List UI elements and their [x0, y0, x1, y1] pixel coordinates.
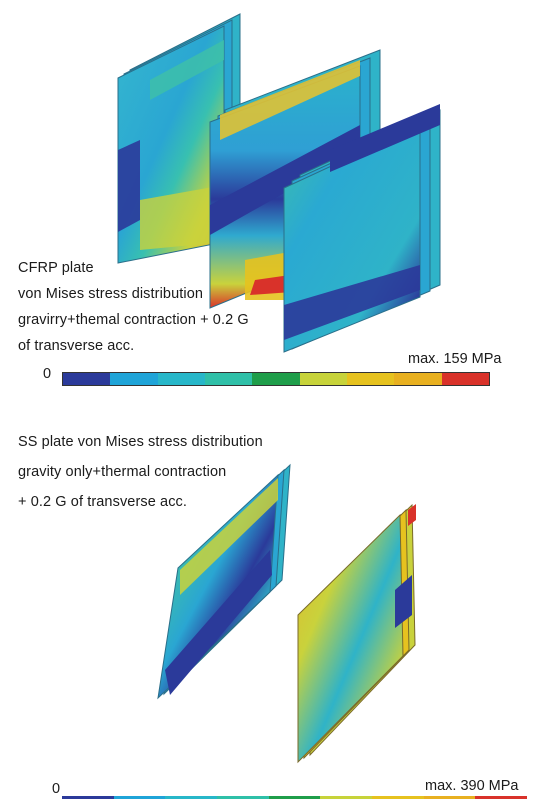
ss-scale-max-label: max. 390 MPa: [425, 778, 519, 794]
cfrp-panel: CFRP plate von Mises stress distribution…: [0, 0, 539, 395]
cfrp-caption-line-1: CFRP plate: [18, 260, 94, 276]
ss-plate-stack-2: [297, 503, 416, 764]
colorbar-segment: [268, 796, 321, 799]
ss-scale-min-label: 0: [52, 781, 61, 797]
ss-caption-line-3: + 0.2 G of transverse acc.: [18, 494, 188, 510]
colorbar-segment: [165, 796, 218, 799]
colorbar-segment: [252, 373, 300, 385]
colorbar-segment: [62, 796, 114, 799]
colorbar-segment: [110, 373, 158, 385]
ss-caption-line-1: SS plate von Mises stress distribution: [18, 434, 263, 450]
cfrp-plates-figure: [117, 13, 441, 353]
colorbar-segment: [346, 373, 395, 385]
ss-stress-colorbar: [62, 796, 528, 799]
cfrp-caption-line-2: von Mises stress distribution: [18, 286, 204, 302]
ss-panel: SS plate von Mises stress distribution g…: [0, 400, 539, 801]
cfrp-plate-stack-1: [117, 13, 241, 264]
cfrp-scale-max-label: max. 159 MPa: [408, 351, 502, 367]
cfrp-scale-min-label: 0: [43, 366, 52, 382]
colorbar-segment: [475, 796, 528, 799]
colorbar-segment: [113, 796, 166, 799]
colorbar-segment: [63, 373, 111, 385]
ss-plate-stack-1: [157, 463, 291, 700]
cfrp-plate-stack-3: [283, 104, 441, 353]
colorbar-segment: [394, 373, 442, 385]
colorbar-segment: [441, 373, 489, 385]
colorbar-segment: [299, 373, 347, 385]
colorbar-segment: [320, 796, 373, 799]
colorbar-segment: [157, 373, 205, 385]
cfrp-stress-colorbar: [62, 372, 490, 386]
colorbar-segment: [423, 796, 476, 799]
colorbar-segment: [217, 796, 269, 799]
cfrp-caption-line-3: gravirry+themal contraction + 0.2 G: [18, 312, 249, 328]
colorbar-segment: [204, 373, 253, 385]
ss-caption-line-2: gravity only+thermal contraction: [18, 464, 227, 480]
colorbar-segment: [372, 796, 424, 799]
ss-plates-figure: [157, 463, 416, 764]
cfrp-caption-line-4: of transverse acc.: [18, 338, 135, 354]
